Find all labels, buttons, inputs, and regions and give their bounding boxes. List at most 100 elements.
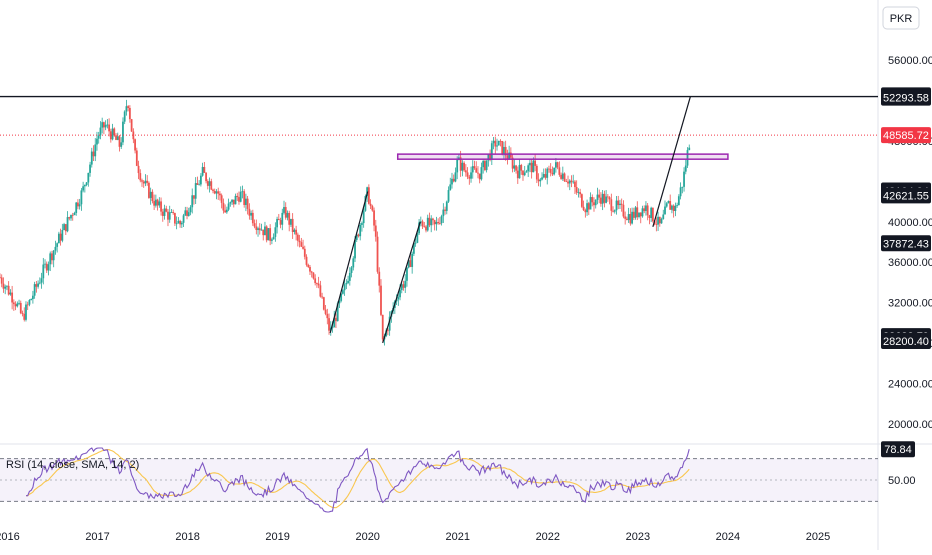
- candle-body: [593, 202, 595, 206]
- candle-body: [290, 218, 292, 225]
- candle-body: [608, 197, 611, 200]
- candle-body: [122, 121, 124, 143]
- candle-body: [612, 210, 614, 212]
- candle-body: [316, 283, 318, 284]
- candle-body: [267, 228, 270, 241]
- candle-body: [677, 196, 680, 206]
- candle-body: [343, 284, 346, 291]
- candle-body: [669, 200, 672, 210]
- candle-body: [648, 215, 651, 218]
- candle-body: [168, 212, 171, 220]
- candle-body: [123, 111, 126, 122]
- candle-body: [570, 180, 573, 183]
- candle-body: [270, 239, 273, 241]
- candle-body: [305, 256, 308, 265]
- candle-body: [684, 165, 687, 172]
- y-tick-label: 20000.00: [888, 419, 932, 431]
- candle-body: [241, 191, 244, 193]
- candle-body: [426, 217, 429, 231]
- candle-body: [499, 140, 502, 142]
- candle-body: [444, 209, 446, 211]
- candle-body: [225, 209, 228, 213]
- candle-body: [688, 147, 691, 151]
- candle-body: [553, 167, 556, 175]
- trend-line[interactable]: [382, 221, 421, 344]
- candle-body: [354, 239, 356, 259]
- candle-body: [371, 205, 374, 211]
- candle-body: [66, 217, 69, 232]
- candle-body: [643, 208, 646, 212]
- candle-body: [163, 208, 166, 216]
- candle-body: [236, 195, 239, 198]
- candle-body: [246, 198, 249, 209]
- candle-body: [213, 190, 216, 194]
- candle-body: [64, 224, 67, 232]
- candle-body: [421, 221, 424, 227]
- indicator-label[interactable]: RSI (14, close, SMA, 14, 2): [6, 459, 139, 471]
- candle-body: [454, 172, 457, 182]
- candle-body: [78, 204, 81, 207]
- price-label: 52293.58: [883, 93, 929, 105]
- candle-body: [224, 210, 227, 213]
- candle-body: [61, 230, 64, 241]
- x-tick-label: 2022: [536, 531, 560, 543]
- candle-body: [483, 160, 486, 171]
- candle-body: [239, 191, 242, 202]
- candle-body: [355, 234, 358, 240]
- candle-body: [541, 177, 543, 180]
- candle-body: [11, 292, 14, 303]
- candle-body: [191, 195, 194, 208]
- trend-line[interactable]: [329, 191, 369, 334]
- candle-body: [231, 199, 233, 203]
- candle-body: [435, 221, 438, 225]
- candle-body: [28, 300, 31, 305]
- candle-body: [651, 207, 654, 222]
- trend-line[interactable]: [652, 96, 691, 228]
- candle-body: [579, 192, 582, 195]
- candle-body: [115, 135, 117, 140]
- candle-body: [2, 283, 5, 289]
- candle-body: [584, 210, 587, 213]
- candle-body: [361, 223, 363, 225]
- candle-body: [617, 200, 620, 206]
- candles[interactable]: [0, 99, 691, 346]
- candle-body: [222, 202, 225, 211]
- candle-body: [412, 242, 415, 254]
- candle-body: [489, 154, 491, 160]
- candle-body: [120, 142, 123, 147]
- currency-button-label[interactable]: PKR: [890, 13, 913, 25]
- candle-body: [546, 168, 549, 178]
- candle-body: [357, 234, 360, 237]
- candle-body: [37, 283, 39, 287]
- candle-body: [629, 214, 632, 224]
- candle-body: [51, 253, 53, 261]
- candle-body: [463, 162, 466, 171]
- candle-body: [73, 212, 76, 216]
- candle-body: [182, 215, 185, 223]
- candle-body: [310, 271, 313, 273]
- candle-body: [380, 285, 382, 315]
- candle-body: [613, 210, 616, 212]
- candle-body: [542, 174, 545, 178]
- candle-body: [534, 160, 537, 166]
- range-box[interactable]: [396, 153, 729, 160]
- candle-body: [201, 166, 204, 176]
- candle-body: [210, 181, 213, 190]
- candle-body: [665, 203, 668, 207]
- candle-body: [638, 212, 640, 217]
- candle-body: [184, 210, 187, 216]
- candle-body: [477, 172, 479, 174]
- candle-body: [525, 171, 528, 173]
- candle-body: [430, 218, 433, 226]
- candle-body: [610, 199, 613, 211]
- candle-body: [340, 293, 343, 301]
- candle-body: [606, 196, 609, 198]
- y-tick-label: 24000.00: [888, 378, 932, 390]
- candle-body: [272, 236, 275, 240]
- candle-body: [511, 157, 514, 169]
- candle-body: [600, 197, 602, 204]
- currency-button[interactable]: [882, 6, 920, 30]
- candle-body: [199, 175, 202, 185]
- candle-body: [321, 296, 324, 298]
